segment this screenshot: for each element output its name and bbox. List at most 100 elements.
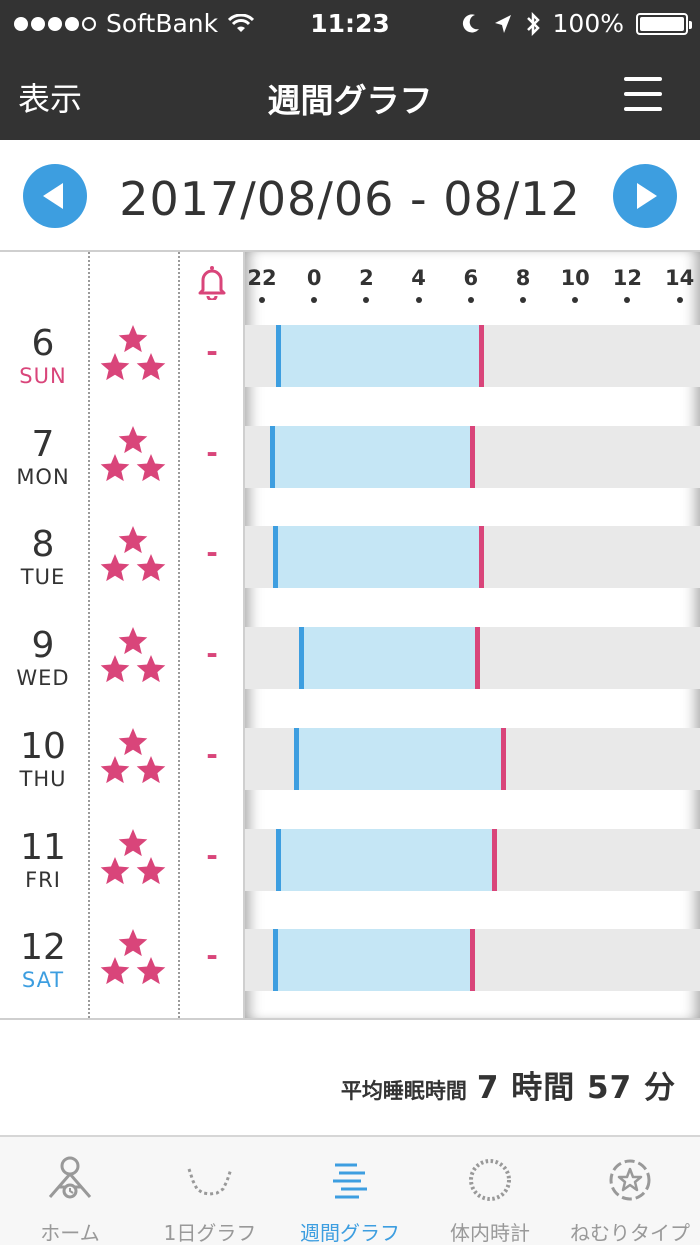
day-weekday: MON	[16, 464, 70, 489]
tab-day-graph[interactable]: 1日グラフ	[140, 1137, 280, 1245]
sleep-duration-bar[interactable]	[275, 526, 482, 589]
day-date: 9	[31, 625, 55, 667]
wake-time-marker	[479, 526, 485, 589]
day-date: 11	[20, 826, 66, 868]
rating-star	[118, 526, 148, 554]
alarm-status: -	[206, 536, 218, 570]
wake-time-marker	[470, 929, 476, 992]
sleep-rating-stars	[100, 929, 166, 985]
tab-week-graph[interactable]: 週間グラフ	[280, 1137, 420, 1245]
rating-star	[136, 957, 166, 985]
average-sleep-label: 平均睡眠時間	[340, 1079, 467, 1103]
tab-label: ねむりタイプ	[570, 1221, 690, 1245]
sleep-duration-bar[interactable]	[295, 727, 504, 790]
hour-tick-dot	[363, 297, 370, 303]
alarm-status: -	[206, 838, 218, 872]
wake-time-marker	[475, 627, 481, 690]
day-weekday: FRI	[25, 867, 61, 892]
average-sleep-summary: 平均睡眠時間 7 時間 57 分	[341, 1062, 676, 1107]
status-icons: 100%	[461, 9, 692, 38]
carrier-info: SoftBank	[14, 9, 255, 38]
status-bar: SoftBank 11:23 100%	[0, 0, 700, 48]
day-sleep-track[interactable]	[245, 727, 700, 790]
rating-star	[100, 856, 130, 884]
day-date: 8	[31, 524, 55, 566]
hour-tick-label: 10	[560, 266, 590, 290]
sleep-duration-bar[interactable]	[272, 425, 473, 488]
hour-tick-label: 22	[247, 266, 277, 290]
hour-tick-dot	[467, 297, 474, 303]
hour-tick-label: 14	[664, 266, 695, 290]
carrier-name: SoftBank	[106, 9, 219, 38]
day-sleep-track[interactable]	[245, 929, 700, 992]
signal-strength-icon	[14, 16, 96, 31]
day-sleep-track[interactable]	[245, 325, 700, 387]
sleep-duration-bar[interactable]	[277, 325, 482, 387]
alarm-status: -	[206, 335, 218, 368]
rating-star	[100, 353, 130, 381]
tab-label: 1日グラフ	[163, 1221, 257, 1245]
tab-label: 体内時計	[450, 1221, 530, 1245]
weekly-sleep-grid: 22 0 2 4 6 8 10 12 14 6 SUN -7 MON -8 TUE -9 WED -10 THU -…	[0, 252, 700, 1020]
day-weekday: WED	[16, 666, 70, 691]
tab-home[interactable]: ホーム	[0, 1137, 140, 1245]
menu-icon[interactable]	[624, 77, 662, 111]
alarm-status: -	[206, 637, 218, 671]
body-clock-icon	[469, 1159, 511, 1201]
day-date: 6	[31, 323, 55, 364]
bluetooth-icon	[526, 11, 540, 36]
bedtime-marker	[275, 325, 281, 387]
rating-star	[136, 856, 166, 884]
display-button[interactable]: 表示	[18, 80, 83, 118]
rating-star	[136, 655, 166, 683]
location-arrow-icon	[494, 14, 511, 33]
rating-star	[136, 755, 166, 783]
previous-week-button[interactable]	[23, 164, 87, 228]
rating-star	[100, 957, 130, 985]
rating-star	[136, 353, 166, 381]
day-sleep-track[interactable]	[245, 425, 700, 488]
rating-star	[136, 554, 166, 582]
wake-time-marker	[492, 828, 498, 891]
day-weekday: SUN	[19, 364, 67, 388]
column-divider	[88, 252, 90, 1018]
sleep-duration-bar[interactable]	[301, 627, 478, 690]
sleep-duration-bar[interactable]	[277, 828, 495, 891]
hour-tick-label: 2	[359, 266, 374, 290]
rating-star	[118, 325, 148, 353]
sleep-duration-bar[interactable]	[275, 929, 473, 992]
day-sleep-track[interactable]	[245, 627, 700, 690]
rating-star	[118, 425, 148, 453]
tab-body-clock[interactable]: 体内時計	[420, 1137, 560, 1245]
average-sleep-value: 7 時間 57 分	[476, 1070, 676, 1106]
rating-star	[100, 554, 130, 582]
bedtime-marker	[293, 727, 299, 790]
day-sleep-track[interactable]	[245, 828, 700, 891]
sleep-rating-stars	[100, 627, 166, 683]
day-sleep-track[interactable]	[245, 526, 700, 589]
bedtime-marker	[299, 627, 305, 690]
day-date: 7	[31, 423, 55, 465]
alarm-bell-icon	[198, 266, 226, 300]
tab-label: 週間グラフ	[300, 1221, 400, 1245]
tab-sleep-type[interactable]: ねむりタイプ	[560, 1137, 700, 1245]
arrow-right-icon	[637, 183, 657, 209]
rating-star	[136, 453, 166, 481]
wake-time-marker	[479, 325, 485, 387]
nav-bar: 表示 週間グラフ	[0, 48, 700, 140]
day-weekday: SAT	[21, 968, 65, 993]
bedtime-marker	[273, 526, 279, 589]
sleep-rating-stars	[100, 325, 166, 381]
day-date: 10	[20, 725, 66, 767]
rating-star	[118, 929, 148, 957]
bedtime-marker	[273, 929, 279, 992]
rating-star	[100, 655, 130, 683]
sleep-rating-stars	[100, 526, 166, 582]
tab-label: ホーム	[40, 1221, 100, 1245]
tab-bar: ホーム 1日グラフ 週間グラフ 体内時計 ねむりタイプ	[0, 1135, 700, 1245]
sleep-timeline-chart[interactable]: 22 0 2 4 6 8 10 12 14	[245, 252, 700, 1018]
next-week-button[interactable]	[613, 164, 677, 228]
rating-star	[100, 755, 130, 783]
battery-percent: 100%	[552, 9, 624, 38]
hour-tick-label: 0	[306, 266, 322, 290]
